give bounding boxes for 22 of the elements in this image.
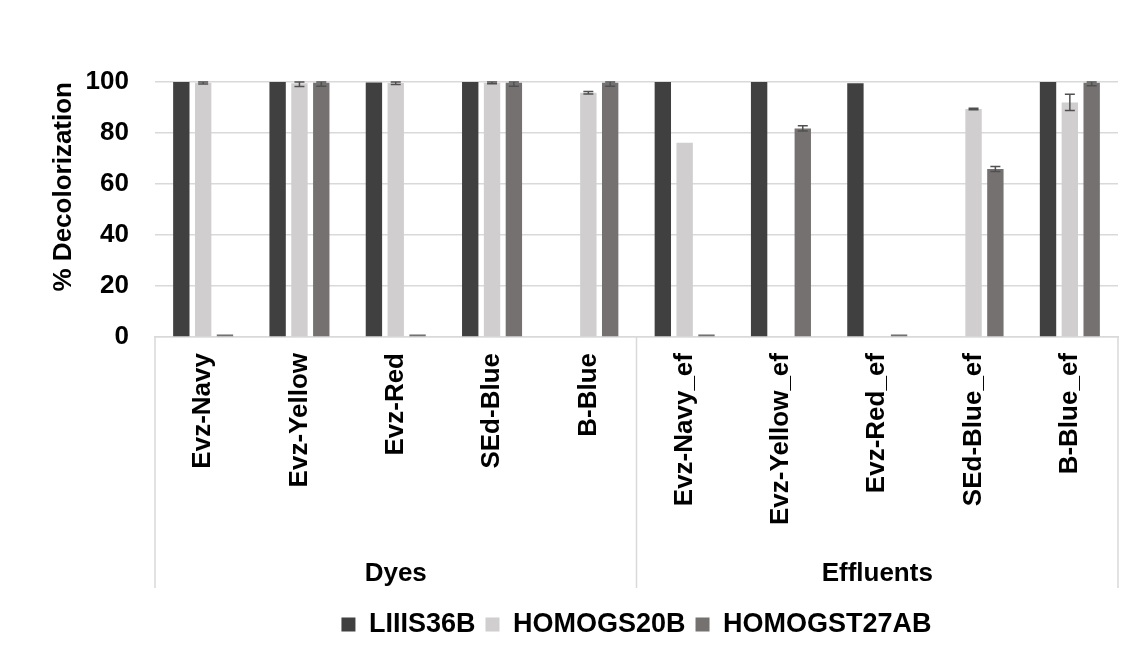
y-tick-label: 40 (100, 218, 129, 249)
y-tick-label: 80 (100, 116, 129, 147)
legend-label: LIIIS36B (368, 607, 476, 638)
x-tick-label: Evz-Red (378, 353, 409, 456)
x-tick-label: B-Blue_ef (1053, 352, 1084, 475)
y-tick-label: 0 (114, 320, 129, 351)
x-tick-label: Evz-Navy (186, 352, 217, 469)
x-tick-label: Evz-Red_ef (860, 352, 891, 494)
x-tick-label: Evz-Yellow (282, 352, 313, 488)
legend-label: HOMOGS20B (512, 607, 686, 638)
y-tick-label: 60 (100, 167, 129, 198)
text: Effluents (821, 557, 933, 588)
x-tick-label: B-Blue (571, 353, 602, 437)
x-tick-label: SEd-Blue_ef (956, 352, 987, 507)
y-tick-label: 100 (85, 65, 129, 96)
y-tick-label: 20 (100, 269, 129, 300)
text: Dyes (364, 557, 427, 588)
x-tick-label: SEd-Blue (475, 353, 506, 469)
x-tick-label: Evz-Navy_ef (667, 352, 698, 507)
y-axis-title: % Decolorization (46, 82, 77, 292)
legend-label: HOMOGST27AB (723, 607, 932, 638)
x-tick-label: Evz-Yellow_ef (764, 352, 795, 525)
